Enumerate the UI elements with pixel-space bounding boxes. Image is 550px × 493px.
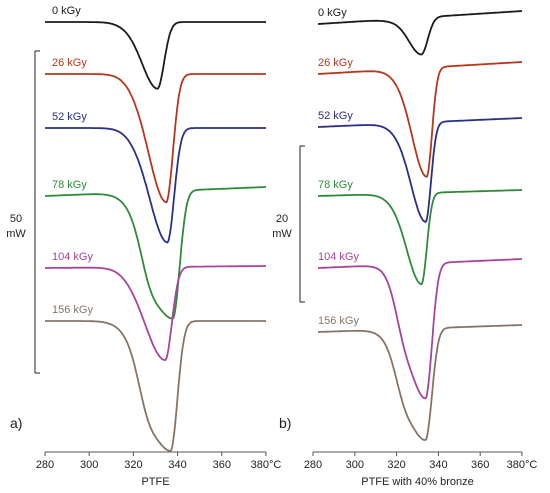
panel-b-series-label: 0 kGy bbox=[318, 7, 347, 19]
panel-a-x-label: PTFE bbox=[141, 476, 169, 488]
panel-a-scale-unit: mW bbox=[6, 228, 26, 240]
panel-a-tick-label: 280 bbox=[36, 459, 54, 471]
panel-b-tick-label: 380°C bbox=[507, 459, 538, 471]
panel-b-series-label: 52 kGy bbox=[318, 110, 353, 122]
panel-a-series-line bbox=[45, 73, 266, 204]
panel-b-series-label: 26 kGy bbox=[318, 57, 353, 69]
panel-a-series-label: 156 kGy bbox=[52, 304, 93, 316]
panel-b-tick-label: 320 bbox=[387, 459, 405, 471]
panel-b-series-line bbox=[318, 10, 523, 56]
panel-a-series-label: 0 kGy bbox=[52, 5, 81, 17]
panel-a-tick-label: 320 bbox=[124, 459, 142, 471]
panel-b-x-label: PTFE with 40% bronze bbox=[361, 476, 474, 488]
panel-a-tick-label: 380°C bbox=[251, 459, 282, 471]
panel-a-tick-label: 360 bbox=[213, 459, 231, 471]
panel-b-series-line bbox=[318, 189, 522, 286]
panel-b-letter: b) bbox=[279, 415, 291, 431]
panel-a-tick-label: 300 bbox=[80, 459, 98, 471]
panel-b-series-line bbox=[318, 324, 522, 442]
panel-a-series-line bbox=[45, 265, 266, 362]
panel-b-tick-label: 280 bbox=[304, 459, 322, 471]
panel-a-series-label: 104 kGy bbox=[52, 251, 93, 263]
panel-b-tick-label: 340 bbox=[429, 459, 447, 471]
panel-b-series-line bbox=[318, 61, 522, 178]
panel-a-letter: a) bbox=[10, 415, 22, 431]
panel-a-series-line bbox=[45, 320, 266, 452]
panel-b-scale-value: 20 bbox=[276, 213, 288, 225]
panel-a-series-line bbox=[45, 21, 266, 90]
panel-b-tick-label: 360 bbox=[471, 459, 489, 471]
panel-a-series-line bbox=[45, 127, 266, 244]
panel-a-scale-value: 50 bbox=[10, 213, 22, 225]
panel-b-series-line bbox=[318, 117, 522, 223]
panel-a-series-line bbox=[45, 186, 266, 320]
panel-a-tick-label: 340 bbox=[168, 459, 186, 471]
panel-b-tick-label: 300 bbox=[346, 459, 364, 471]
panel-b-series-label: 156 kGy bbox=[318, 315, 359, 327]
panel-b-series-label: 78 kGy bbox=[318, 179, 353, 191]
panel-b-scale-unit: mW bbox=[272, 228, 292, 240]
panel-b-series-label: 104 kGy bbox=[318, 251, 359, 263]
panel-a-series-label: 52 kGy bbox=[52, 111, 87, 123]
panel-a-series-label: 78 kGy bbox=[52, 179, 87, 191]
panel-b-series-line bbox=[318, 258, 522, 400]
panel-a-series-label: 26 kGy bbox=[52, 57, 87, 69]
